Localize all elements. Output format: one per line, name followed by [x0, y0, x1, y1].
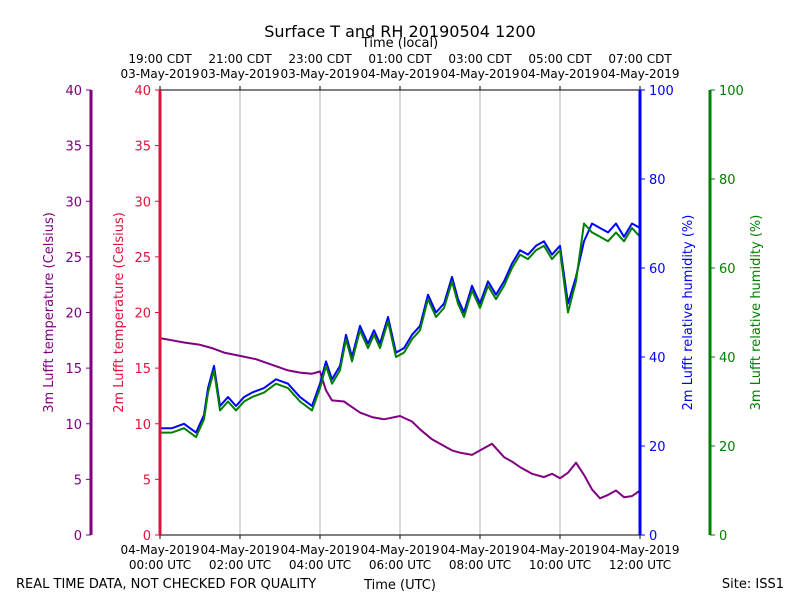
- axes-layer: [89, 89, 712, 536]
- x-tick-label-bottom-time: 10:00 UTC: [529, 558, 591, 572]
- x-tick-label-bottom-date: 04-May-2019: [360, 543, 439, 557]
- y-tick-label-t2m: 40: [134, 84, 151, 99]
- footer-left-note: REAL TIME DATA, NOT CHECKED FOR QUALITY: [16, 577, 316, 592]
- x-tick-label-bottom-date: 04-May-2019: [120, 543, 199, 557]
- x-tick-label-top-time: 23:00 CDT: [288, 52, 352, 66]
- y-axis-label-t3m: 3m Lufft temperature (Celsius): [42, 212, 57, 413]
- y-tick-label-t3m: 15: [65, 362, 82, 377]
- x-tick-label-bottom-time: 04:00 UTC: [289, 558, 351, 572]
- y-tick-label-t2m: 25: [134, 251, 151, 266]
- y-tick-label-rh3m: 100: [719, 84, 744, 99]
- x-tick-label-top-time: 05:00 CDT: [528, 52, 592, 66]
- y-tick-label-t3m: 0: [74, 529, 82, 544]
- ticks-layer: 0 5 10 15 20 25 30 35 40 3m Lufft temperature (Ce…: [42, 52, 764, 572]
- y-tick-label-rh2m: 100: [649, 84, 674, 99]
- y-tick-label-rh3m: 40: [719, 351, 736, 366]
- x-tick-label-bottom-date: 04-May-2019: [440, 543, 519, 557]
- x-tick-label-bottom-time: 12:00 UTC: [609, 558, 671, 572]
- x-tick-label-top-date: 03-May-2019: [280, 67, 359, 81]
- series-layer: [159, 222, 641, 500]
- x-tick-label-top-date: 04-May-2019: [360, 67, 439, 81]
- y-tick-label-t2m: 30: [134, 195, 151, 210]
- y-tick-label-t3m: 25: [65, 251, 82, 266]
- y-tick-label-t2m: 15: [134, 362, 151, 377]
- y-tick-label-t3m: 40: [65, 84, 82, 99]
- x-tick-label-top-date: 03-May-2019: [120, 67, 199, 81]
- y-tick-label-rh2m: 80: [649, 173, 666, 188]
- x-tick-label-bottom-date: 04-May-2019: [600, 543, 679, 557]
- y-tick-label-t3m: 5: [74, 473, 82, 488]
- y-tick-label-rh2m: 40: [649, 351, 666, 366]
- y-tick-label-t3m: 10: [65, 418, 82, 433]
- top-axis-title: Time (local): [361, 36, 438, 51]
- y-tick-label-rh3m: 20: [719, 440, 736, 455]
- x-tick-label-top-date: 04-May-2019: [600, 67, 679, 81]
- chart-title: Surface T and RH 20190504 1200: [264, 22, 536, 41]
- y-axis-label-rh2m: 2m Lufft relative humidity (%): [681, 215, 696, 411]
- y-tick-label-t3m: 30: [65, 195, 82, 210]
- x-tick-label-top-time: 19:00 CDT: [128, 52, 192, 66]
- bottom-axis-title: Time (UTC): [363, 578, 436, 593]
- x-tick-label-top-date: 04-May-2019: [440, 67, 519, 81]
- x-tick-label-bottom-date: 04-May-2019: [520, 543, 599, 557]
- x-tick-label-top-time: 03:00 CDT: [448, 52, 512, 66]
- footer-site-label: Site: ISS1: [722, 577, 784, 592]
- x-tick-label-bottom-date: 04-May-2019: [280, 543, 359, 557]
- x-tick-label-top-time: 01:00 CDT: [368, 52, 432, 66]
- y-tick-label-t2m: 35: [134, 140, 151, 155]
- y-tick-label-rh3m: 0: [719, 529, 727, 544]
- y-tick-label-rh3m: 60: [719, 262, 736, 277]
- y-tick-label-t2m: 20: [134, 307, 151, 322]
- y-tick-label-t3m: 35: [65, 140, 82, 155]
- y-axis-label-t2m: 2m Lufft temperature (Celsius): [112, 212, 127, 413]
- y-axis-label-rh3m: 3m Lufft relative humidity (%): [749, 215, 764, 411]
- y-tick-label-t3m: 20: [65, 307, 82, 322]
- gridlines: [239, 90, 561, 535]
- x-tick-label-top-time: 21:00 CDT: [208, 52, 272, 66]
- x-tick-label-bottom-date: 04-May-2019: [200, 543, 279, 557]
- y-tick-label-rh2m: 60: [649, 262, 666, 277]
- x-tick-label-top-date: 03-May-2019: [200, 67, 279, 81]
- y-tick-label-t2m: 0: [143, 529, 151, 544]
- series-line-t3m: [159, 337, 641, 500]
- x-tick-label-top-time: 07:00 CDT: [608, 52, 672, 66]
- y-tick-label-rh2m: 20: [649, 440, 666, 455]
- y-tick-label-rh2m: 0: [649, 529, 657, 544]
- y-tick-label-t2m: 5: [143, 473, 151, 488]
- y-tick-label-t2m: 10: [134, 418, 151, 433]
- x-tick-label-top-date: 04-May-2019: [520, 67, 599, 81]
- x-tick-label-bottom-time: 08:00 UTC: [449, 558, 511, 572]
- x-tick-label-bottom-time: 06:00 UTC: [369, 558, 431, 572]
- y-tick-label-rh3m: 80: [719, 173, 736, 188]
- x-tick-label-bottom-time: 00:00 UTC: [129, 558, 191, 572]
- series-line-rh3m: [160, 222, 641, 439]
- x-tick-label-bottom-time: 02:00 UTC: [209, 558, 271, 572]
